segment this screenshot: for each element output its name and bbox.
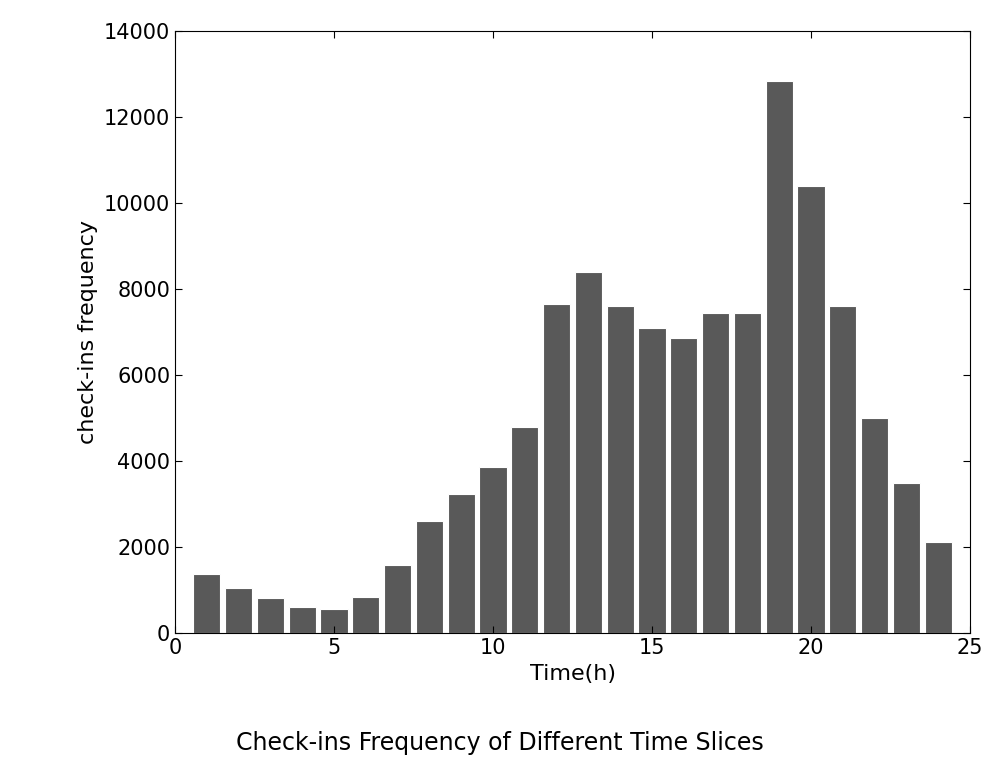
Bar xyxy=(193,574,220,633)
Bar xyxy=(925,542,952,633)
Bar xyxy=(320,609,348,633)
Bar xyxy=(511,427,538,633)
X-axis label: Time(h): Time(h) xyxy=(530,664,616,683)
Bar xyxy=(766,81,793,633)
Bar xyxy=(448,493,475,633)
Bar xyxy=(893,482,920,633)
Bar xyxy=(352,597,379,633)
Bar xyxy=(543,304,570,633)
Bar xyxy=(670,338,697,633)
Bar xyxy=(479,467,507,633)
Bar xyxy=(797,186,825,633)
Bar xyxy=(225,588,252,633)
Bar xyxy=(384,565,411,633)
Text: Check-ins Frequency of Different Time Slices: Check-ins Frequency of Different Time Sl… xyxy=(236,731,764,755)
Y-axis label: check-ins frequency: check-ins frequency xyxy=(78,221,98,444)
Bar xyxy=(416,521,443,633)
Bar xyxy=(289,607,316,633)
Bar xyxy=(734,313,761,633)
Bar xyxy=(702,313,729,633)
Bar xyxy=(575,272,602,633)
Bar xyxy=(257,598,284,633)
Bar xyxy=(638,328,666,633)
Bar xyxy=(861,418,888,633)
Bar xyxy=(829,306,856,633)
Bar xyxy=(607,306,634,633)
